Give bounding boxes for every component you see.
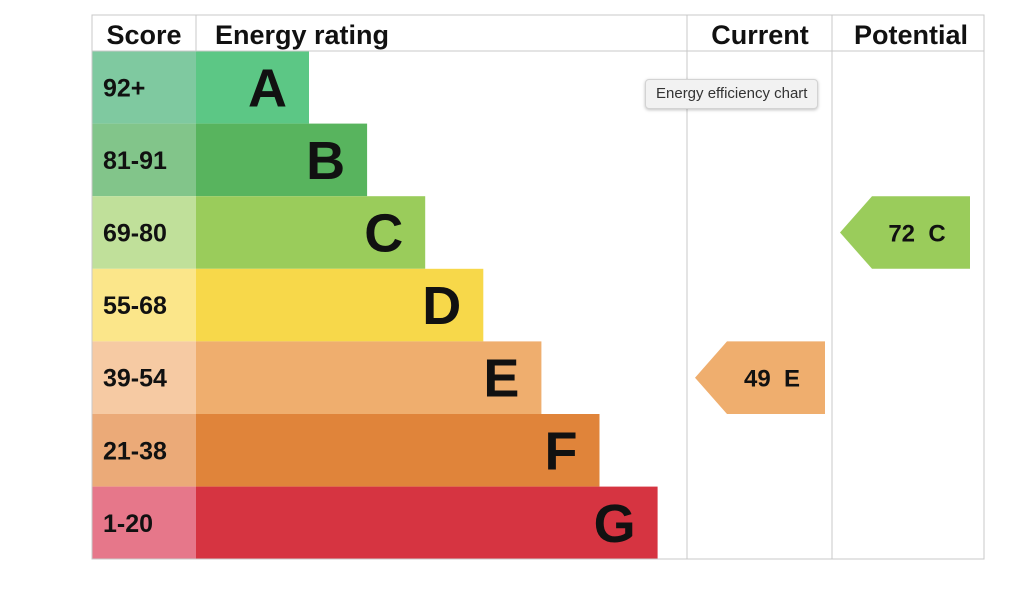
header-energy-rating: Energy rating xyxy=(215,20,389,50)
score-cell-e xyxy=(92,341,196,414)
band-letter-a: A xyxy=(248,58,287,118)
score-range-g: 1-20 xyxy=(103,510,153,538)
score-range-f: 21-38 xyxy=(103,437,167,465)
current-arrow xyxy=(695,341,825,414)
score-cell-g xyxy=(92,486,196,560)
score-cell-d xyxy=(92,268,196,342)
score-range-d: 55-68 xyxy=(103,292,167,320)
bands: 92+ A 81-91 B 69-80 C 55-68 D 39-54 E 21-38 F 1-20 G xyxy=(92,51,658,560)
band-letter-d: D xyxy=(422,276,461,336)
score-cell-c xyxy=(92,196,196,269)
chart-tooltip: Energy efficiency chart xyxy=(645,79,819,109)
band-bar-a xyxy=(196,51,309,124)
header-potential: Potential xyxy=(854,20,968,50)
score-range-b: 81-91 xyxy=(103,147,167,175)
band-letter-e: E xyxy=(483,349,519,409)
current-rating-label: 49 E xyxy=(744,366,800,393)
score-cell-b xyxy=(92,123,196,197)
score-range-c: 69-80 xyxy=(103,220,167,248)
table-grid xyxy=(91,14,985,560)
score-range-e: 39-54 xyxy=(103,365,167,393)
band-bar-d xyxy=(196,268,484,342)
header-current: Current xyxy=(711,20,809,50)
score-range-a: 92+ xyxy=(103,74,145,102)
band-letter-g: G xyxy=(594,494,636,554)
band-bar-e xyxy=(196,341,542,414)
band-bar-g xyxy=(196,486,658,560)
band-letter-b: B xyxy=(306,131,345,191)
header-score: Score xyxy=(106,20,181,50)
band-bar-b xyxy=(196,123,368,197)
band-letter-f: F xyxy=(545,421,578,481)
band-bar-f xyxy=(196,414,600,487)
potential-rating-label: 72 C xyxy=(888,221,945,248)
rating-arrows: 49 E 72 C xyxy=(695,196,970,414)
score-cell-f xyxy=(92,414,196,487)
band-letter-c: C xyxy=(364,204,403,264)
band-bar-c xyxy=(196,196,426,269)
potential-arrow xyxy=(840,196,970,269)
score-cell-a xyxy=(92,51,196,124)
